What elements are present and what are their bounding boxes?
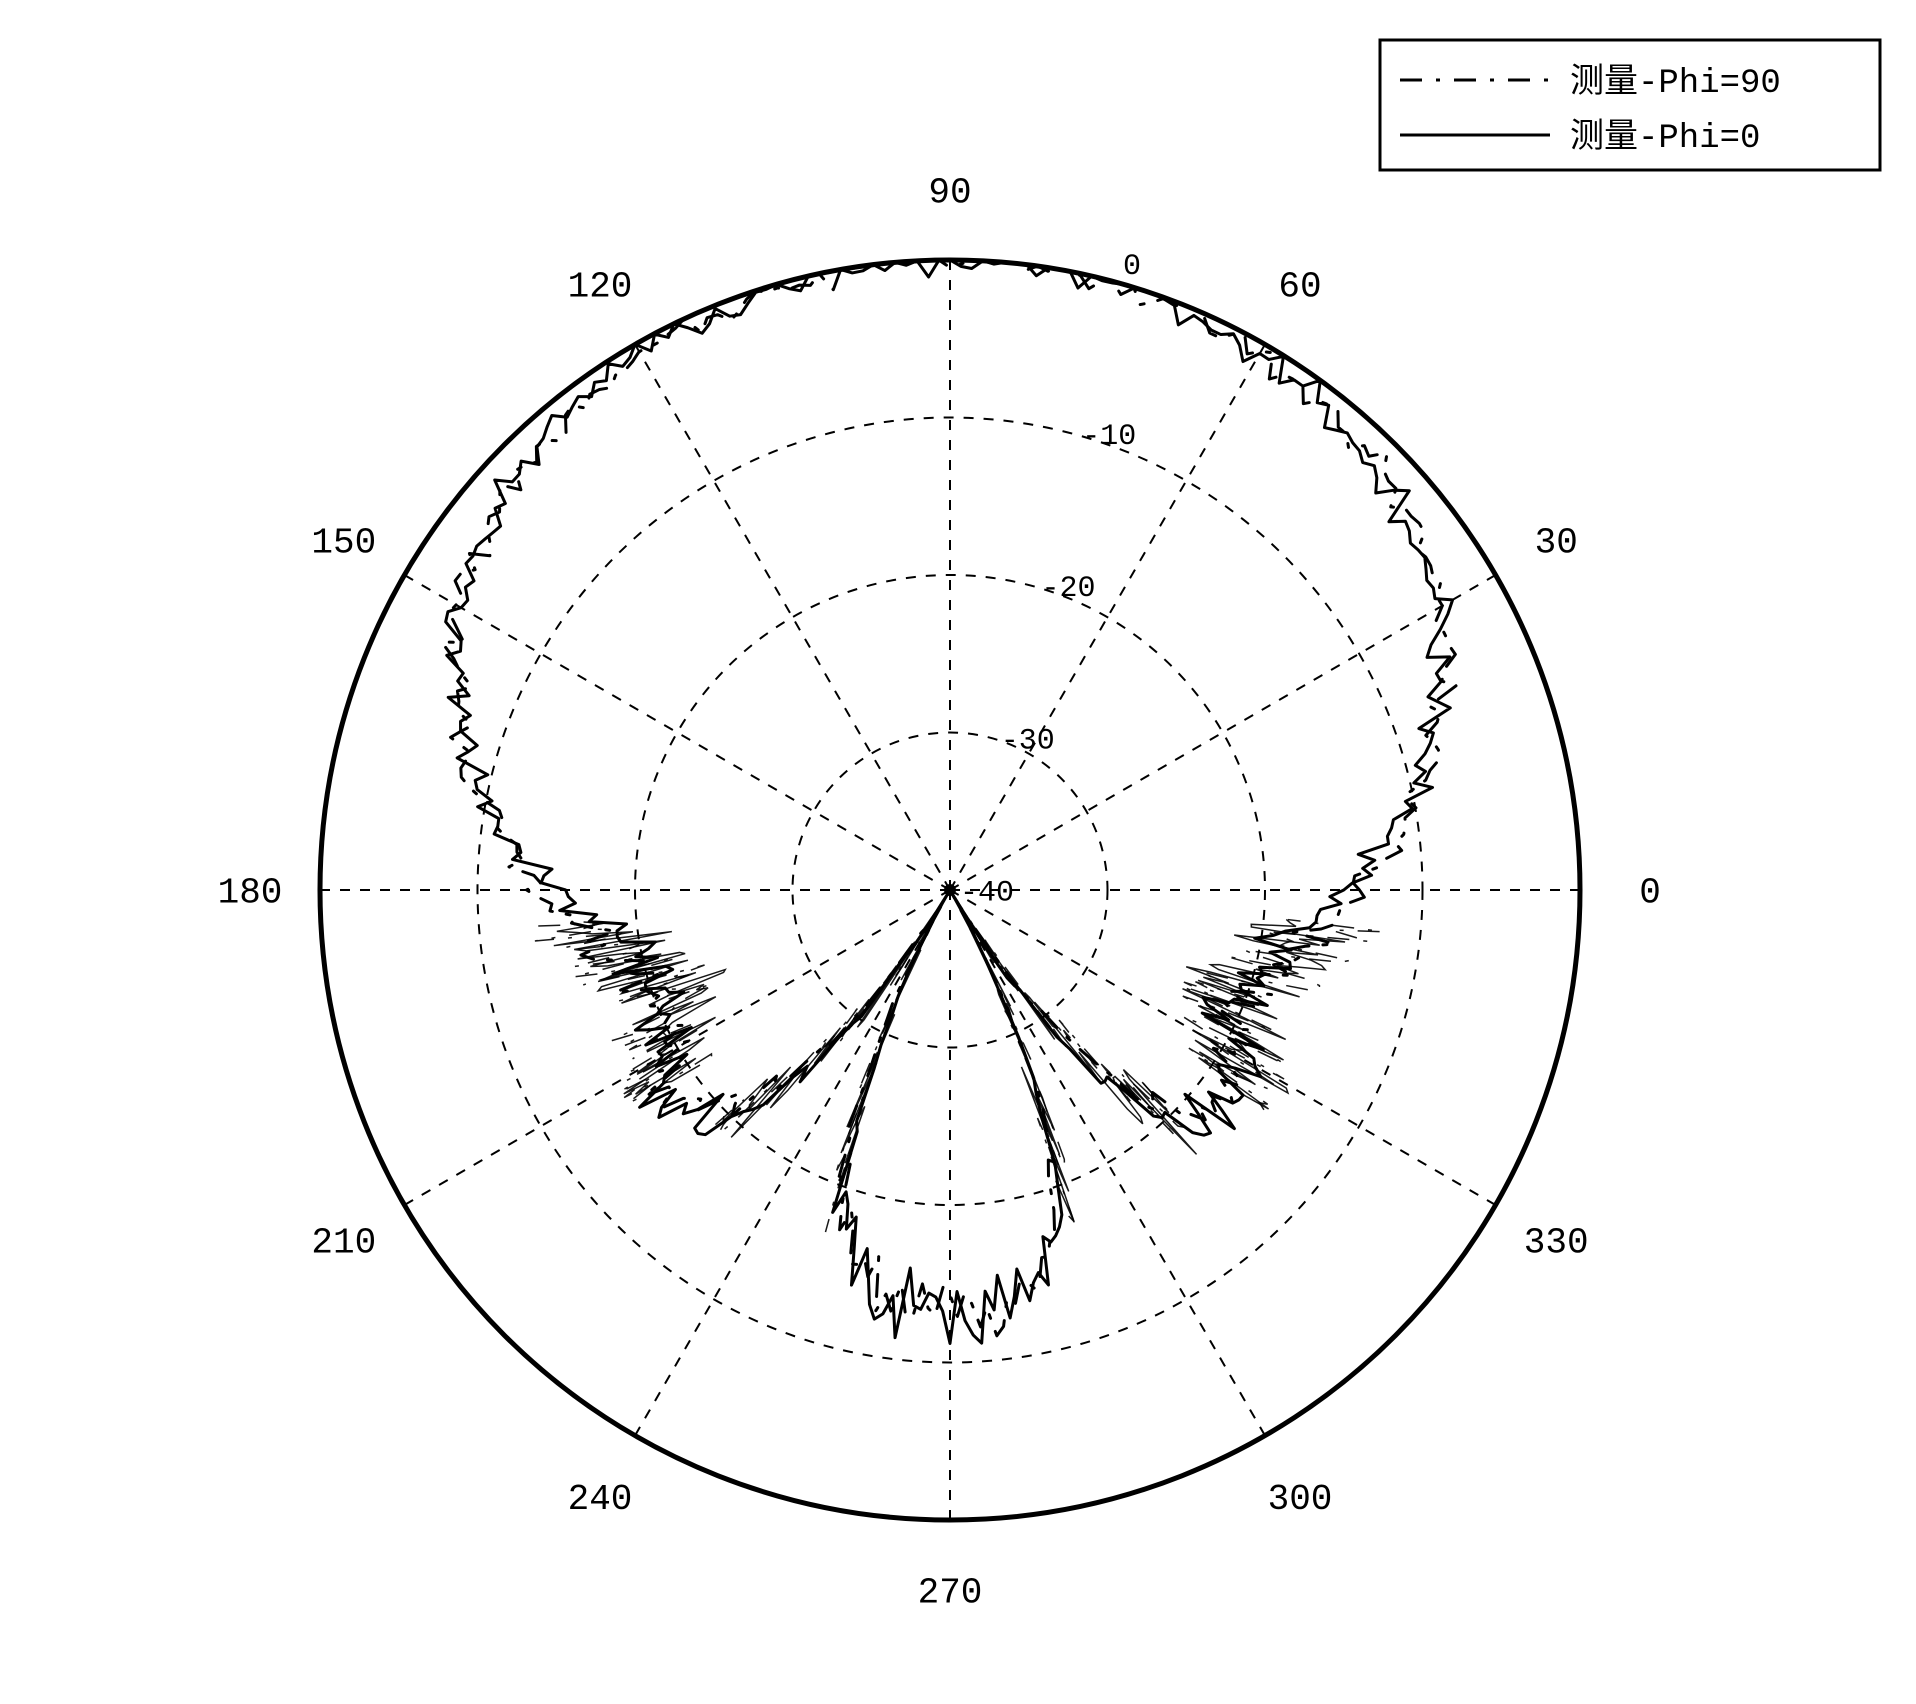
- angle-tick-label: 270: [918, 1573, 983, 1614]
- angle-tick-label: 30: [1535, 523, 1578, 564]
- angle-tick-label: 90: [928, 173, 971, 214]
- legend: 测量-Phi=90 测量-Phi=0: [1380, 40, 1880, 170]
- polar-chart-svg: 0 30 60 90 120 150 180 210 240 270 300 330 0 -10 -20 -3…: [0, 0, 1916, 1704]
- angle-tick-label: 300: [1268, 1479, 1333, 1520]
- radial-tick-label: -30: [1001, 724, 1055, 758]
- angle-tick-label: 180: [218, 873, 283, 914]
- angle-tick-label: 210: [311, 1223, 376, 1264]
- radial-tick-label: -40: [960, 877, 1014, 911]
- angle-tick-label: 120: [568, 266, 633, 307]
- angle-tick-label: 240: [568, 1479, 633, 1520]
- angle-tick-label: 150: [311, 523, 376, 564]
- legend-item-label: 测量-Phi=90: [1570, 63, 1781, 103]
- radial-tick-label: 0: [1123, 250, 1141, 284]
- polar-chart-container: 0 30 60 90 120 150 180 210 240 270 300 330 0 -10 -20 -3…: [0, 0, 1916, 1704]
- angle-tick-label: 60: [1278, 266, 1321, 307]
- angle-tick-label: 330: [1524, 1223, 1589, 1264]
- radial-tick-label: -20: [1042, 572, 1096, 606]
- radial-tick-label: -10: [1082, 420, 1136, 454]
- legend-item-label: 测量-Phi=0: [1570, 118, 1760, 158]
- angle-tick-label: 0: [1639, 873, 1661, 914]
